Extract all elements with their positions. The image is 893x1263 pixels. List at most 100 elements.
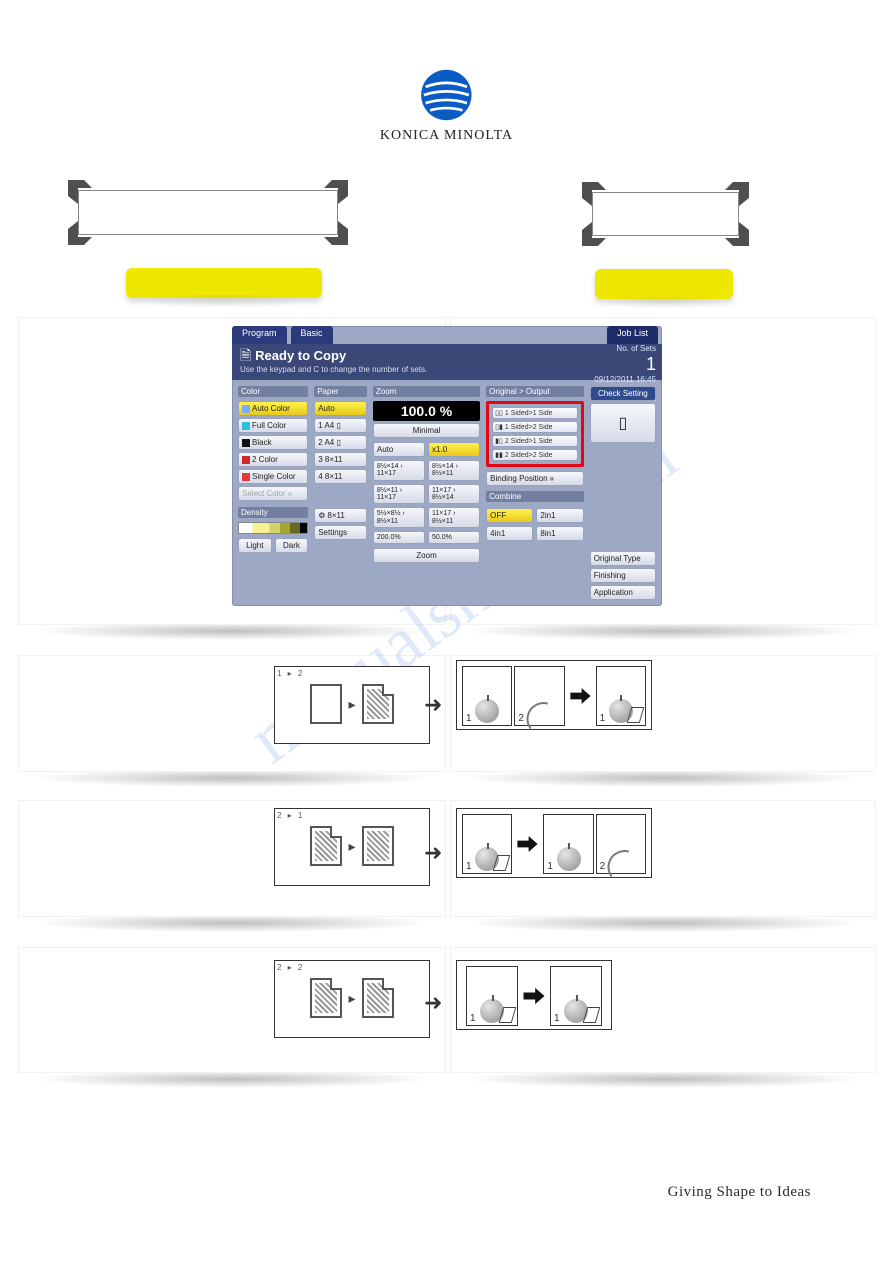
density-dark[interactable]: Dark (275, 538, 309, 553)
zoom-preset[interactable]: 8½×14 › 11×17 (373, 460, 425, 481)
arrow-right-icon: ➜ (424, 990, 442, 1016)
zoom-preset[interactable]: 11×17 › 8½×14 (428, 484, 480, 505)
logo-icon (420, 68, 474, 122)
arrow-right-icon: ➜ (424, 692, 442, 718)
corner-icon (320, 178, 350, 208)
copier-subtitle: Use the keypad and C to change the numbe… (240, 365, 427, 374)
zoom-preset[interactable]: 200.0% (373, 531, 425, 544)
zoom-auto[interactable]: Auto (373, 442, 425, 457)
result-cell: 1 (596, 666, 646, 726)
binding-position[interactable]: Binding Position » (486, 471, 584, 486)
corner-icon (580, 180, 610, 210)
paper-tray1[interactable]: 1 A4 ▯ (314, 418, 367, 433)
arrow-right-icon (514, 830, 541, 858)
figure-tick: 2 ▸ 1 (277, 811, 427, 820)
section-zoom: Zoom (373, 386, 480, 397)
section-combine: Combine (486, 491, 584, 502)
status-date: 09/12/2011 (594, 375, 633, 384)
tab-joblist[interactable]: Job List (607, 326, 658, 344)
output-2to2[interactable]: ▮▮2 Sided>2 Side (492, 449, 578, 461)
combine-4in1[interactable]: 4in1 (486, 526, 533, 541)
section-density: Density (238, 507, 308, 518)
original-type[interactable]: Original Type (590, 551, 656, 566)
page-icon (362, 826, 394, 866)
sets-value: 1 (646, 354, 656, 374)
select-color[interactable]: Select Color » (238, 486, 308, 501)
copier-title: Ready to Copy (255, 348, 346, 363)
output-2to1[interactable]: ▮▯2 Sided>1 Side (492, 435, 578, 447)
chevron-right-icon: ▸ (348, 696, 355, 713)
gear-icon: ⚙ (318, 511, 325, 520)
result-cell: 1 (550, 966, 602, 1026)
result-cell: 1 (462, 666, 512, 726)
page-icon (362, 978, 394, 1018)
color-auto[interactable]: Auto Color (238, 401, 308, 416)
zoom-preset[interactable]: 50.0% (428, 531, 480, 544)
zoom-preset[interactable]: 8½×11 › 11×17 (373, 484, 425, 505)
color-2color[interactable]: 2 Color (238, 452, 308, 467)
paper-tray4[interactable]: 4 8×11 (314, 469, 367, 484)
page-icon (310, 684, 342, 724)
check-setting[interactable]: Check Setting (590, 386, 656, 401)
zoom-display: 100.0 % (373, 401, 480, 421)
figure-tick: 2 ▸ 2 (277, 963, 427, 972)
paper-tray2[interactable]: 2 A4 ▯ (314, 435, 367, 450)
page-icon (362, 684, 394, 724)
application[interactable]: Application (590, 585, 656, 600)
figure-tick: 1 ▸ 2 (277, 669, 427, 678)
output-1to2[interactable]: ▯▮1 Sided>2 Side (492, 421, 578, 433)
result-cell: 2 (514, 666, 564, 726)
output-highlight: ▯▯1 Sided>1 Side ▯▮1 Sided>2 Side ▮▯2 Si… (486, 401, 584, 467)
combine-8in1[interactable]: 8in1 (536, 526, 583, 541)
color-full[interactable]: Full Color (238, 418, 308, 433)
title-frame-right (592, 192, 739, 236)
color-single[interactable]: Single Color (238, 469, 308, 484)
copier-screen: Program Basic Job List 🗎 Ready to Copy U… (232, 326, 662, 606)
arrow-right-icon (520, 982, 548, 1010)
result-cell: 1 (462, 814, 512, 874)
tab-basic[interactable]: Basic (291, 326, 333, 344)
brand-logo: KONICA MINOLTA (380, 68, 513, 144)
zoom-x1[interactable]: x1.0 (428, 442, 480, 457)
tab-program[interactable]: Program (232, 326, 287, 344)
corner-icon (580, 218, 610, 248)
chevron-right-icon: ▸ (348, 838, 355, 855)
arrow-right-icon: ➜ (424, 840, 442, 866)
result-cell: 2 (596, 814, 646, 874)
highlight-bar (595, 269, 733, 299)
brand-tagline: Giving Shape to Ideas (668, 1184, 811, 1201)
result-cell: 1 (543, 814, 593, 874)
title-frame-left (78, 190, 338, 235)
section-paper: Paper (314, 386, 367, 397)
paper-tray3[interactable]: 3 8×11 (314, 452, 367, 467)
figure-2to2-source: 2 ▸ 2 ▸ (274, 960, 430, 1038)
corner-icon (721, 180, 751, 210)
chevron-right-icon: ▸ (348, 990, 355, 1007)
paper-auto[interactable]: Auto (314, 401, 367, 416)
corner-icon (66, 178, 96, 208)
figure-2to1-source: 2 ▸ 1 ▸ (274, 808, 430, 886)
color-black[interactable]: Black (238, 435, 308, 450)
zoom-minimal[interactable]: Minimal (373, 423, 480, 438)
corner-icon (320, 217, 350, 247)
section-output: Original > Output (486, 386, 584, 397)
result-cell: 1 (466, 966, 518, 1026)
figure-2to1-result: 1 1 2 (456, 808, 652, 878)
zoom-preset[interactable]: 5½×8½ › 8½×11 (373, 507, 425, 528)
output-1to1[interactable]: ▯▯1 Sided>1 Side (492, 407, 578, 419)
finishing[interactable]: Finishing (590, 568, 656, 583)
zoom-preset[interactable]: 8½×14 › 8½×11 (428, 460, 480, 481)
combine-2in1[interactable]: 2in1 (536, 508, 583, 523)
combine-off[interactable]: OFF (486, 508, 533, 523)
paper-footer[interactable]: ⚙ 8×11 (314, 508, 367, 523)
highlight-bar (126, 268, 322, 298)
preview-icon[interactable]: ▯ (590, 403, 656, 443)
section-color: Color (238, 386, 308, 397)
density-light[interactable]: Light (238, 538, 272, 553)
figure-1to2-source: 1 ▸ 2 ▸ (274, 666, 430, 744)
zoom-preset[interactable]: 11×17 › 8½×11 (428, 507, 480, 528)
zoom-button[interactable]: Zoom (373, 548, 480, 563)
figure-2to2-result: 1 1 (456, 960, 612, 1030)
paper-settings[interactable]: Settings (314, 525, 367, 540)
figure-1to2-result: 1 2 1 (456, 660, 652, 730)
